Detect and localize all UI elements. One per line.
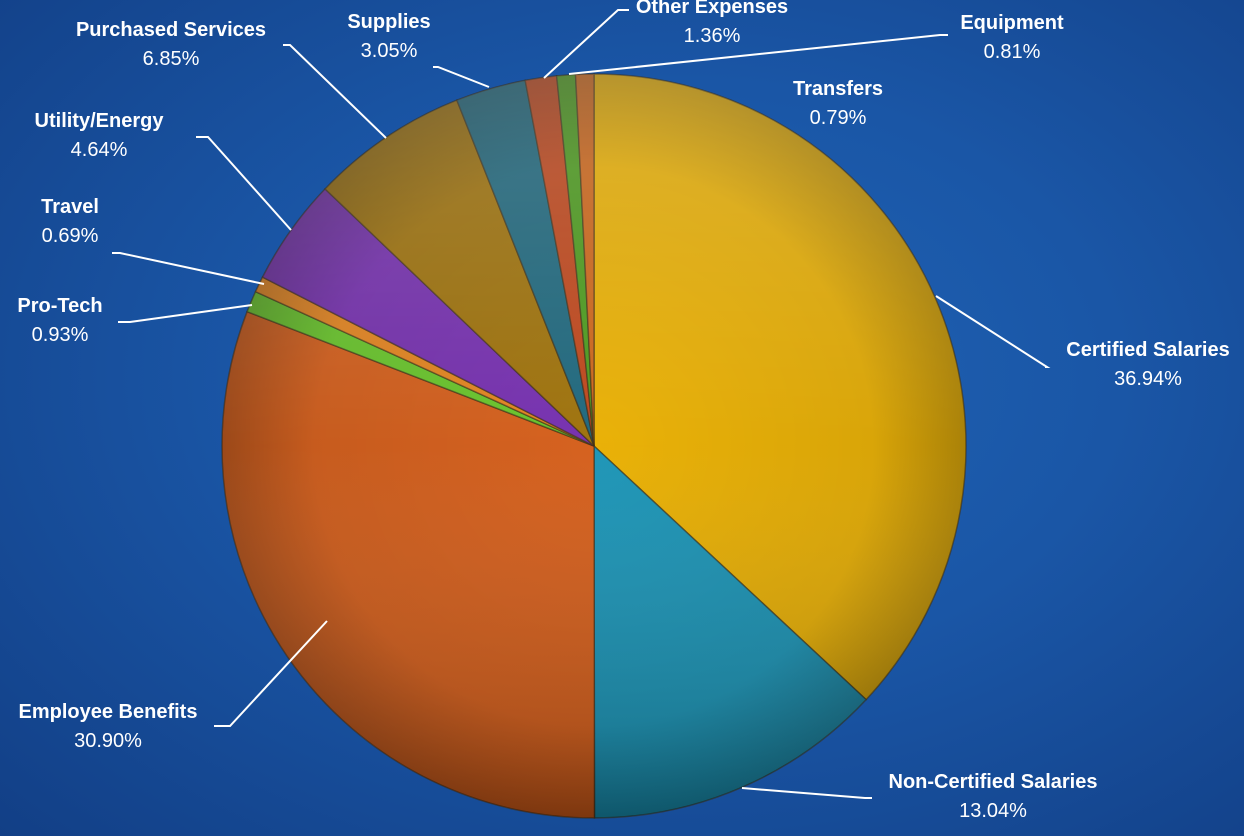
- slice-label-non-certified-salaries: Non-Certified Salaries: [889, 771, 1098, 793]
- slice-value-purchased-services: 6.85%: [143, 48, 200, 70]
- slice-label-pro-tech: Pro-Tech: [17, 295, 102, 317]
- pie-slices: [221, 73, 967, 819]
- leader-line-equipment: [568, 34, 948, 75]
- slice-value-equipment: 0.81%: [984, 41, 1041, 63]
- slice-value-pro-tech: 0.93%: [32, 324, 89, 346]
- leader-line-utility-energy: [196, 136, 292, 231]
- slice-label-purchased-services: Purchased Services: [76, 19, 266, 41]
- slice-label-utility-energy: Utility/Energy: [35, 110, 165, 132]
- leader-line-non-certified-salaries: [741, 787, 872, 799]
- leader-line-supplies: [433, 66, 490, 88]
- leader-lines: [112, 9, 1051, 799]
- leader-line-employee-benefits: [214, 620, 328, 727]
- leader-line-other-expenses: [543, 9, 629, 79]
- slice-label-equipment: Equipment: [960, 12, 1064, 34]
- slice-value-travel: 0.69%: [42, 225, 99, 247]
- leader-line-pro-tech: [118, 304, 253, 323]
- slice-label-certified-salaries: Certified Salaries: [1066, 339, 1229, 361]
- slice-value-supplies: 3.05%: [361, 40, 418, 62]
- data-labels: Certified Salaries 36.94% Non-Certified Sa…: [17, 0, 1229, 822]
- slice-value-other-expenses: 1.36%: [684, 25, 741, 47]
- slice-value-certified-salaries: 36.94%: [1114, 368, 1182, 390]
- leader-line-purchased-services: [283, 44, 387, 139]
- slice-label-other-expenses: Other Expenses: [636, 0, 788, 18]
- slice-label-employee-benefits: Employee Benefits: [19, 701, 198, 723]
- slice-value-employee-benefits: 30.90%: [74, 730, 142, 752]
- slice-value-utility-energy: 4.64%: [71, 139, 128, 161]
- slice-label-supplies: Supplies: [347, 11, 430, 33]
- slice-value-non-certified-salaries: 13.04%: [959, 800, 1027, 822]
- leader-line-certified-salaries: [935, 295, 1051, 368]
- slice-label-transfers: Transfers: [793, 78, 883, 100]
- slice-value-transfers: 0.79%: [810, 107, 867, 129]
- leader-line-travel: [112, 252, 265, 285]
- slice-label-travel: Travel: [41, 196, 99, 218]
